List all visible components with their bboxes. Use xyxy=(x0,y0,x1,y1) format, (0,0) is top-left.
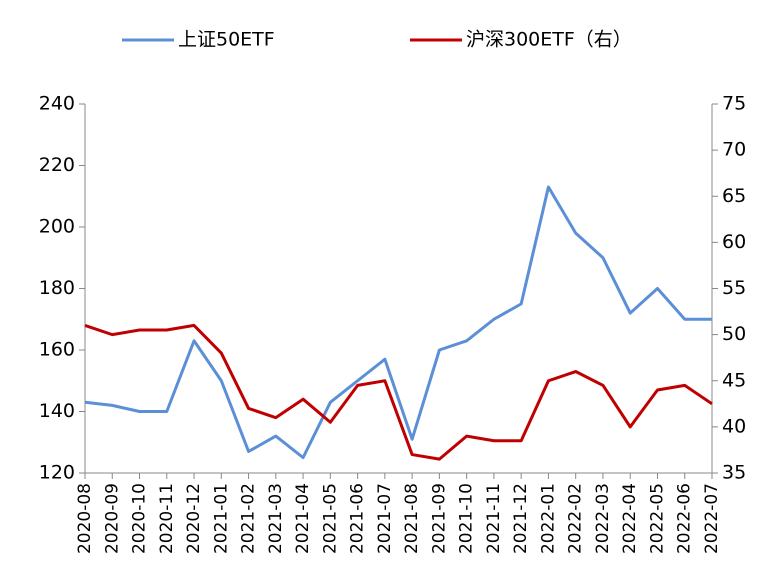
y2-tick-label: 60 xyxy=(722,231,746,253)
y-tick-label: 200 xyxy=(39,216,75,238)
y2-tick-label: 40 xyxy=(722,415,746,437)
y-tick-label: 240 xyxy=(39,93,75,115)
x-tick-label: 2021-03 xyxy=(266,483,286,554)
x-tick-label: 2020-08 xyxy=(75,483,95,554)
x-tick-label: 2021-06 xyxy=(348,483,368,554)
y2-tick-label: 35 xyxy=(722,462,746,484)
series-line xyxy=(84,323,713,461)
y2-tick-label: 65 xyxy=(722,185,746,207)
y-tick-label: 220 xyxy=(39,154,75,176)
x-tick-label: 2021-01 xyxy=(211,483,231,554)
x-tick-label: 2020-11 xyxy=(157,483,177,554)
y-tick-label: 180 xyxy=(39,277,75,299)
legend-label: 沪深300ETF（右） xyxy=(466,29,632,51)
x-tick-label: 2021-12 xyxy=(511,483,531,554)
x-tick-label: 2022-05 xyxy=(647,483,667,554)
x-tick-label: 2022-04 xyxy=(620,483,640,554)
series-line xyxy=(84,185,712,460)
x-tick-label: 2021-07 xyxy=(375,483,395,554)
x-tick-label: 2021-11 xyxy=(484,483,504,554)
y-tick-label: 120 xyxy=(39,462,75,484)
x-tick-label: 2021-05 xyxy=(320,483,340,554)
x-tick-label: 2022-01 xyxy=(538,483,558,554)
y2-tick-label: 70 xyxy=(722,139,746,161)
x-tick-label: 2022-02 xyxy=(566,483,586,554)
y2-tick-label: 50 xyxy=(722,323,746,345)
x-tick-label: 2021-10 xyxy=(457,483,477,554)
x-tick-label: 2022-06 xyxy=(675,483,695,554)
y-tick-label: 160 xyxy=(39,339,75,361)
x-tick-label: 2020-09 xyxy=(102,483,122,554)
x-tick-label: 2020-12 xyxy=(184,483,204,554)
x-tick-label: 2021-09 xyxy=(429,483,449,554)
legend-label: 上证50ETF xyxy=(178,29,275,51)
y2-tick-label: 45 xyxy=(722,369,746,391)
y2-tick-label: 75 xyxy=(722,93,746,115)
x-tick-label: 2021-02 xyxy=(239,483,259,554)
x-tick-label: 2020-10 xyxy=(130,483,150,554)
x-tick-label: 2021-04 xyxy=(293,483,313,554)
x-tick-label: 2021-08 xyxy=(402,483,422,554)
y2-tick-label: 55 xyxy=(722,277,746,299)
x-tick-label: 2022-07 xyxy=(702,483,722,554)
x-tick-label: 2022-03 xyxy=(593,483,613,554)
y-tick-label: 140 xyxy=(39,400,75,422)
